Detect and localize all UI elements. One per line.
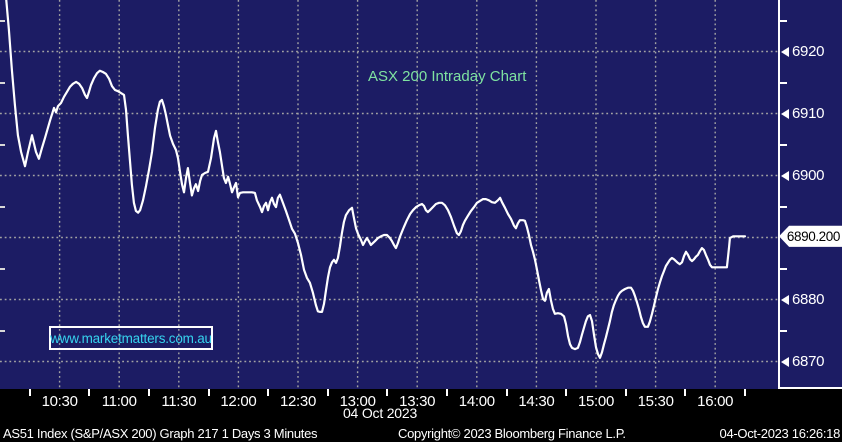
- y-minor-tick: [780, 205, 787, 208]
- price-line-svg: [0, 0, 780, 389]
- x-tick-label: 15:00: [577, 393, 615, 410]
- y-tick-value: 6910: [792, 105, 825, 123]
- y-tick-arrow-icon: [781, 46, 789, 57]
- x-tick-label: 10:30: [41, 393, 78, 410]
- left-edge-tick: [0, 19, 5, 22]
- y-axis-baseline: [778, 387, 842, 389]
- left-edge-tick: [0, 267, 5, 270]
- left-edge-tick: [0, 143, 5, 146]
- y-tick-label: 6870: [781, 353, 824, 371]
- x-tick-label: 13:30: [399, 393, 436, 410]
- x-tick-label: 14:00: [458, 393, 495, 410]
- x-minor-tick: [565, 389, 568, 396]
- last-price-flag: 6890.200: [779, 225, 842, 247]
- y-axis[interactable]: 6920 6910 6900 6880 6870: [778, 0, 842, 389]
- x-minor-tick: [207, 389, 210, 396]
- x-minor-tick: [446, 389, 448, 396]
- y-tick-arrow-icon: [781, 294, 789, 305]
- y-tick-value: 6900: [792, 167, 825, 185]
- y-minor-tick: [780, 143, 787, 146]
- x-minor-tick: [28, 389, 31, 396]
- x-minor-tick: [88, 389, 91, 396]
- last-price-value: 6890.200: [786, 228, 841, 244]
- y-minor-tick: [780, 19, 787, 22]
- y-tick-label: 6880: [781, 291, 824, 309]
- price-line: [5, 0, 747, 359]
- y-tick-value: 6870: [792, 353, 825, 371]
- status-bar: AS51 Index (S&P/ASX 200) Graph 217 1 Day…: [0, 425, 842, 442]
- x-axis[interactable]: 10:30 11:00 11:30 12:00 12:30 13:00 13:30 14:00…: [0, 389, 842, 425]
- left-edge-tick: [0, 81, 5, 84]
- x-minor-tick: [505, 389, 508, 396]
- y-tick-arrow-icon: [781, 108, 789, 119]
- y-tick-label: 6910: [781, 105, 824, 123]
- x-minor-tick: [386, 389, 389, 396]
- y-tick-value: 6920: [792, 43, 825, 61]
- y-minor-tick: [780, 81, 787, 84]
- y-tick-value: 6880: [792, 291, 825, 309]
- x-minor-tick: [684, 389, 687, 396]
- y-minor-tick: [780, 329, 787, 332]
- security-description: AS51 Index (S&P/ASX 200) Graph 217 1 Day…: [3, 426, 318, 441]
- x-minor-tick: [267, 389, 270, 396]
- x-minor-tick: [744, 389, 746, 396]
- chart-title: ASX 200 Intraday Chart: [368, 68, 527, 85]
- x-tick-label: 16:00: [697, 393, 734, 410]
- y-minor-tick: [780, 267, 787, 270]
- marketmatters-watermark: www.marketmatters.com.au: [49, 326, 213, 350]
- x-minor-tick: [624, 389, 627, 396]
- left-edge-tick: [0, 329, 5, 332]
- copyright-notice: Copyright© 2023 Bloomberg Finance L.P.: [398, 426, 626, 441]
- x-tick-label: 12:00: [220, 393, 257, 410]
- watermark-url-text: www.marketmatters.com.au: [50, 330, 212, 346]
- x-tick-label: 12:30: [279, 393, 317, 410]
- x-tick-label: 15:30: [637, 393, 674, 410]
- y-axis-line: [778, 0, 780, 389]
- x-tick-label: 14:30: [518, 393, 555, 410]
- y-tick-label: 6920: [781, 43, 824, 61]
- x-minor-tick: [148, 389, 150, 396]
- left-edge-tick: [0, 205, 5, 208]
- x-tick-label: 11:30: [161, 393, 197, 410]
- y-tick-arrow-icon: [781, 170, 789, 181]
- x-tick-label: 11:00: [101, 393, 137, 410]
- x-minor-tick: [326, 389, 329, 396]
- y-tick-label: 6900: [781, 167, 824, 185]
- terminal-timestamp: 04-Oct-2023 16:26:18: [719, 426, 841, 441]
- chart-plot-area[interactable]: ASX 200 Intraday Chart www.marketmatters…: [0, 0, 780, 389]
- x-axis-date-label: 04 Oct 2023: [342, 405, 418, 421]
- x-tick-label: 13:00: [339, 393, 376, 410]
- y-tick-arrow-icon: [781, 356, 789, 367]
